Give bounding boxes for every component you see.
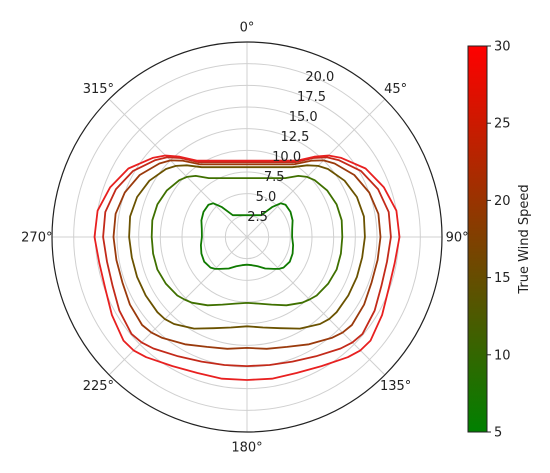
- series-line-tws-15: [128, 164, 366, 330]
- theta-grid-line: [108, 236, 248, 376]
- series-line-tws-25: [102, 156, 392, 367]
- series-line-tws-10: [150, 175, 344, 307]
- theta-grid-line: [246, 236, 386, 376]
- theta-tick-label: 315°: [83, 82, 114, 97]
- theta-grid-line: [108, 98, 248, 238]
- r-tick-label: 5.0: [256, 190, 277, 205]
- r-tick-label: 7.5: [264, 170, 285, 185]
- polar-frame: [51, 41, 443, 433]
- polar-grid: [52, 42, 442, 432]
- theta-tick-label: 0°: [240, 20, 255, 35]
- theta-grid-line: [246, 98, 386, 238]
- r-tick-label: 2.5: [247, 210, 268, 225]
- colorbar-gradient: [467, 45, 488, 433]
- r-tick-label: 20.0: [305, 70, 334, 85]
- r-tick-label: 17.5: [297, 90, 326, 105]
- colorbar-tick-label: 30: [494, 40, 511, 55]
- colorbar-label: True Wind Speed: [517, 184, 532, 294]
- theta-tick-label: 270°: [21, 231, 52, 246]
- colorbar-tick-label: 15: [494, 271, 511, 286]
- theta-tick-label: 225°: [83, 379, 114, 394]
- colorbar: 5 10 15 20 25 30 True Wind Speed: [467, 40, 532, 441]
- theta-tick-label: 135°: [380, 379, 411, 394]
- colorbar-ticks: 5 10 15 20 25 30: [487, 40, 511, 441]
- series-line-tws-5: [200, 202, 294, 270]
- r-tick-labels: 2.5 5.0 7.5 10.0 12.5 15.0 17.5 20.0: [247, 70, 334, 225]
- theta-tick-label: 180°: [231, 441, 262, 456]
- r-tick-label: 10.0: [272, 150, 301, 165]
- colorbar-tick-label: 25: [494, 117, 511, 132]
- theta-tick-label: 45°: [384, 82, 407, 97]
- series-line-tws-20: [112, 159, 382, 350]
- colorbar-tick-label: 20: [494, 194, 511, 209]
- r-tick-label: 12.5: [280, 130, 309, 145]
- theta-tick-label: 90°: [446, 231, 469, 246]
- theta-tick-labels: 0° 45° 90° 135° 180° 225° 270° 315°: [21, 20, 469, 455]
- colorbar-tick-label: 5: [494, 426, 502, 441]
- colorbar-tick-label: 10: [494, 348, 511, 363]
- polar-series: [93, 154, 401, 381]
- r-tick-label: 15.0: [289, 110, 318, 125]
- series-line-tws-30: [93, 154, 401, 381]
